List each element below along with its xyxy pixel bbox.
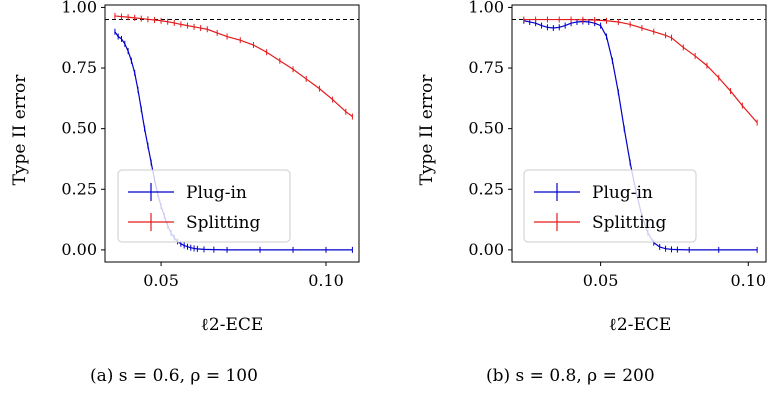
y-tick-label-b: 0.75 xyxy=(468,58,504,77)
legend-label-b: Plug-in xyxy=(592,183,653,203)
y-tick-label-b: 1.00 xyxy=(468,0,504,16)
chart-panel-a: Type II error ℓ2-ECE 0.00 0.25 0.50 0.75 1.0… xyxy=(10,0,360,335)
x-tick-label-b: 0.10 xyxy=(730,271,766,290)
y-tick-label-a: 0.00 xyxy=(61,240,97,259)
x-tick-label-a: 0.10 xyxy=(308,271,344,290)
y-axis-label-a: Type II error xyxy=(10,74,30,186)
legend-label-a: Splitting xyxy=(186,213,260,233)
caption-a: (a) s = 0.6, ρ = 100 xyxy=(90,366,258,386)
y-tick-label-b: 0.50 xyxy=(468,119,504,138)
y-tick-label-a: 0.50 xyxy=(61,119,97,138)
y-tick-label-a: 1.00 xyxy=(61,0,97,16)
series-line-splitting-a xyxy=(114,15,353,118)
legend-label-a: Plug-in xyxy=(186,183,247,203)
x-axis-label-b: ℓ2-ECE xyxy=(609,315,672,335)
caption-b: (b) s = 0.8, ρ = 200 xyxy=(486,366,655,386)
y-tick-label-b: 0.00 xyxy=(468,240,504,259)
x-tick-label-b: 0.05 xyxy=(583,271,619,290)
legend-b: Plug-in Splitting xyxy=(523,169,697,243)
chart-panel-b: Type II error ℓ2-ECE 0.00 0.25 0.50 0.75 1.0… xyxy=(417,0,767,335)
x-axis-label-a: ℓ2-ECE xyxy=(201,315,264,335)
y-tick-label-a: 0.75 xyxy=(61,58,97,77)
legend-box-a xyxy=(117,169,291,243)
y-axis-label-b: Type II error xyxy=(417,74,437,186)
legend-box-b xyxy=(523,169,697,243)
series-line-plug-in-b xyxy=(523,20,758,251)
axes-frame-a xyxy=(104,4,360,263)
axes-frame-b xyxy=(511,4,767,263)
legend-a: Plug-in Splitting xyxy=(117,169,291,243)
legend-label-b: Splitting xyxy=(592,213,666,233)
series-line-splitting-b xyxy=(523,18,758,123)
plot-area-a: 0.00 0.25 0.50 0.75 1.00 0.05 0.10 Plug-in Split… xyxy=(61,0,360,290)
y-tick-label-b: 0.25 xyxy=(468,179,504,198)
x-tick-label-a: 0.05 xyxy=(143,271,179,290)
y-tick-label-a: 0.25 xyxy=(61,179,97,198)
plot-area-b: 0.00 0.25 0.50 0.75 1.00 0.05 0.10 Plug-in Split… xyxy=(468,0,767,290)
